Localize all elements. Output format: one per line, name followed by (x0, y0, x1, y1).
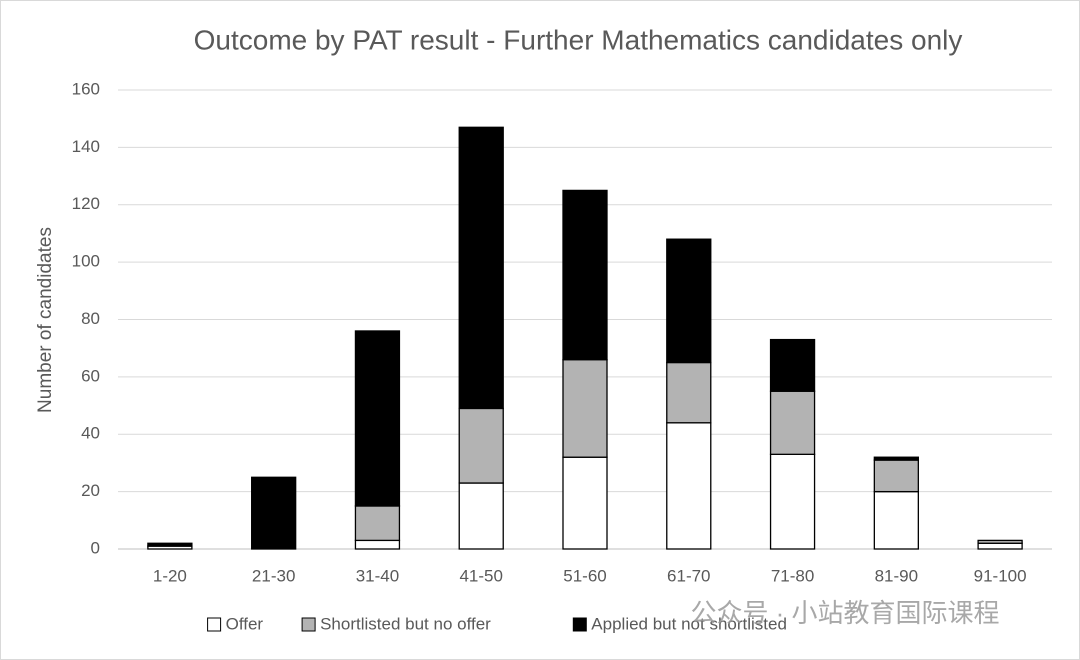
y-axis-label: Number of candidates (35, 227, 56, 413)
legend-swatch (572, 617, 587, 632)
y-tick-label: 40 (81, 424, 100, 443)
x-tick-label: 91-100 (974, 566, 1027, 585)
watermark: 公众号 · 小站教育国际课程 (690, 598, 999, 628)
bar-segment (354, 330, 401, 507)
bar-segment (977, 542, 1023, 550)
x-tick-label: 81-90 (875, 566, 918, 585)
bar-segment (769, 453, 816, 550)
bar-segment (873, 456, 919, 461)
bar-segment (562, 456, 608, 550)
x-tick-label: 1-20 (153, 566, 187, 585)
x-tick-label: 21-30 (252, 566, 295, 585)
y-tick-label: 160 (72, 79, 100, 98)
x-tick-label: 71-80 (771, 566, 814, 585)
y-tick-label: 80 (81, 309, 100, 328)
bar-segment (458, 126, 504, 410)
legend-swatch (301, 617, 316, 632)
bar-segment (873, 490, 919, 550)
bar-segment (666, 422, 712, 550)
chart-title: Outcome by PAT result - Further Mathemat… (194, 24, 963, 55)
legend-swatch (207, 617, 222, 632)
y-tick-label: 60 (81, 366, 100, 385)
y-tick-label: 140 (72, 137, 100, 156)
legend-label: Shortlisted but no offer (320, 614, 491, 633)
x-tick-label: 41-50 (459, 566, 502, 585)
bar-segment (562, 359, 608, 458)
bar-segment (354, 505, 401, 542)
bar-segment (769, 390, 816, 455)
x-tick-label: 31-40 (356, 566, 399, 585)
y-tick-label: 120 (72, 194, 100, 213)
y-tick-label: 20 (81, 481, 100, 500)
y-tick-label: 100 (72, 252, 100, 271)
x-tick-label: 61-70 (667, 566, 710, 585)
bar-segment (147, 542, 193, 547)
x-tick-label: 51-60 (563, 566, 606, 585)
bar-segment (458, 482, 504, 550)
bar-segment (458, 407, 504, 484)
bar-segment (873, 459, 919, 493)
legend-label: Applied but not shortlisted (591, 614, 787, 633)
bar-segment (251, 476, 297, 550)
y-tick-label: 0 (91, 538, 100, 557)
bar-segment (666, 361, 712, 424)
bar-segment (769, 338, 816, 392)
bar-segment (977, 539, 1023, 544)
legend-label: Offer (226, 614, 264, 633)
bar-segment (666, 238, 712, 364)
bar-segment (354, 539, 401, 550)
bar-segment (562, 189, 608, 361)
